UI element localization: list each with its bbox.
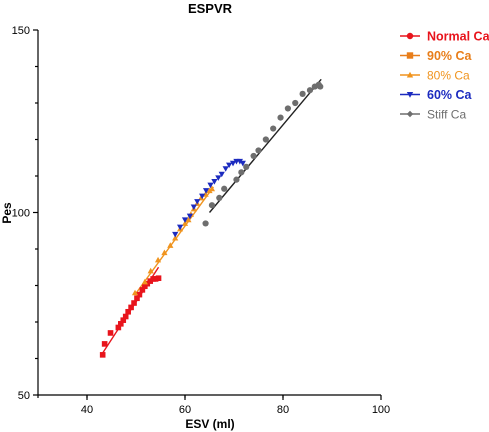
legend-item: 60% Ca <box>400 88 473 102</box>
fit-line <box>134 186 214 296</box>
data-point <box>147 267 154 274</box>
data-point <box>262 136 269 143</box>
y-axis-title: Pes <box>0 202 14 224</box>
data-point <box>238 169 245 176</box>
data-point <box>226 162 233 169</box>
data-point <box>255 147 262 154</box>
data-point <box>122 313 129 320</box>
data-point <box>131 289 139 296</box>
data-point <box>198 194 205 201</box>
data-point <box>177 224 184 231</box>
data-point <box>208 202 216 209</box>
chart-title: ESPVR <box>188 1 233 16</box>
x-tick-label: 40 <box>81 404 93 416</box>
data-point <box>292 99 299 107</box>
legend-marker <box>406 71 414 78</box>
data-point <box>222 166 229 172</box>
data-point <box>207 182 214 189</box>
data-point <box>250 152 257 160</box>
data-point <box>101 341 108 347</box>
data-point <box>120 317 127 323</box>
data-point <box>161 249 168 256</box>
data-points <box>99 81 324 358</box>
x-tick-label: 80 <box>277 404 289 416</box>
data-point <box>221 185 228 192</box>
fit-lines <box>102 78 322 354</box>
data-point <box>277 114 284 121</box>
legend-label: 80% Ca <box>427 69 470 83</box>
data-point <box>181 217 189 223</box>
data-point <box>186 213 193 220</box>
legend-label: 90% Ca <box>427 49 473 63</box>
data-point <box>139 287 146 293</box>
data-point <box>172 234 179 241</box>
data-point <box>141 278 148 285</box>
legend-label: 60% Ca <box>427 88 473 102</box>
legend: Normal Ca 90% Ca 80% Ca 60% Ca Stiff Ca <box>400 30 489 122</box>
data-point <box>299 90 306 97</box>
data-point <box>167 242 174 248</box>
legend-label: Normal Ca <box>427 30 489 44</box>
data-point <box>215 175 222 181</box>
data-point <box>202 188 210 194</box>
legend-item: 80% Ca <box>400 69 470 83</box>
data-point <box>317 83 324 90</box>
data-point <box>236 158 243 165</box>
data-point <box>199 193 206 200</box>
data-point <box>233 176 240 183</box>
data-point <box>306 87 314 94</box>
data-point <box>185 216 192 223</box>
legend-item: 90% Ca <box>400 49 473 63</box>
data-point <box>270 125 277 132</box>
data-point <box>152 276 159 282</box>
data-point <box>154 256 162 263</box>
data-point <box>284 105 291 112</box>
data-point <box>229 160 237 167</box>
data-point <box>118 321 124 327</box>
data-point <box>107 330 114 336</box>
data-point <box>155 275 162 281</box>
y-tick-label: 50 <box>18 390 30 402</box>
data-point <box>99 352 106 358</box>
data-point <box>239 160 246 167</box>
legend-item: Stiff Ca <box>400 108 466 122</box>
data-point <box>134 295 140 302</box>
data-point <box>243 163 250 170</box>
legend-marker <box>406 32 414 40</box>
y-tick-label: 100 <box>12 208 30 220</box>
data-point <box>216 194 223 201</box>
data-point <box>181 220 189 226</box>
data-point <box>131 300 137 306</box>
data-point <box>128 304 134 311</box>
data-point <box>136 291 143 298</box>
x-axis-title: ESV (ml) <box>185 417 234 431</box>
data-point <box>218 171 225 178</box>
x-tick-label: 100 <box>372 404 390 416</box>
x-tick-label: 60 <box>179 404 191 416</box>
legend-marker <box>406 91 414 98</box>
data-point <box>211 178 218 185</box>
data-point <box>208 185 216 192</box>
legend-label: Stiff Ca <box>427 108 466 122</box>
data-point <box>190 204 197 211</box>
data-point <box>194 199 201 205</box>
data-point <box>115 324 122 331</box>
axis-ticks: 40 60 80 100 50 100 150 <box>12 25 391 416</box>
y-tick-label: 150 <box>12 25 30 37</box>
data-point <box>147 278 154 284</box>
legend-marker <box>406 110 414 118</box>
data-point <box>202 220 209 227</box>
data-point <box>125 308 131 315</box>
fit-line <box>208 78 322 213</box>
legend-marker <box>406 52 414 59</box>
legend-item: Normal Ca <box>400 30 489 44</box>
data-point <box>172 231 179 238</box>
